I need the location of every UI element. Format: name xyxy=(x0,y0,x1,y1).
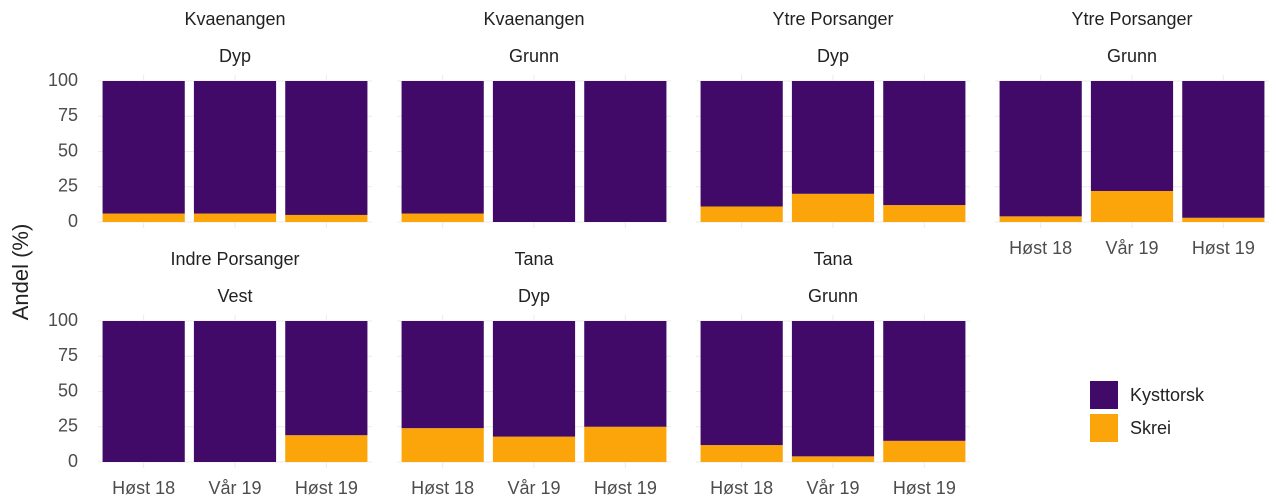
strip-label: Grunn xyxy=(808,286,858,306)
y-tick-label: 0 xyxy=(68,211,78,231)
bar-segment xyxy=(102,213,185,222)
x-tick-label: Vår 19 xyxy=(1105,238,1158,258)
bar-segment xyxy=(883,205,966,222)
strip-label: Dyp xyxy=(518,286,550,306)
x-tick-label: Høst 18 xyxy=(411,478,474,498)
strip-label: Grunn xyxy=(1107,46,1157,66)
legend-label: Kysttorsk xyxy=(1130,385,1205,405)
bar-segment xyxy=(1090,81,1174,191)
strip-label: Tana xyxy=(813,249,853,269)
x-tick-label: Høst 18 xyxy=(710,478,773,498)
x-tick-label: Vår 19 xyxy=(507,478,560,498)
strip-label: Dyp xyxy=(817,46,849,66)
legend-key xyxy=(1090,414,1118,442)
strip-label: Dyp xyxy=(219,46,251,66)
x-tick-label: Høst 19 xyxy=(1192,238,1255,258)
bar-segment xyxy=(883,440,966,462)
strip-label: Vest xyxy=(217,286,252,306)
bar-segment xyxy=(401,213,484,222)
y-tick-label: 75 xyxy=(58,345,78,365)
x-tick-label: Høst 19 xyxy=(295,478,358,498)
bar-segment xyxy=(193,213,277,222)
bar-segment xyxy=(102,321,185,462)
bar-segment xyxy=(791,321,875,457)
y-tick-label: 75 xyxy=(58,105,78,125)
strip-label: Kvaenangen xyxy=(184,9,285,29)
bar-segment xyxy=(584,321,667,427)
bar-segment xyxy=(492,321,576,437)
x-tick-label: Høst 19 xyxy=(893,478,956,498)
bar-segment xyxy=(999,216,1082,222)
x-tick-label: Høst 19 xyxy=(594,478,657,498)
bar-segment xyxy=(584,81,667,222)
bar-segment xyxy=(584,426,667,462)
bar-segment xyxy=(1182,81,1265,218)
y-tick-label: 25 xyxy=(58,176,78,196)
bar-segment xyxy=(791,193,875,222)
bar-segment xyxy=(700,206,783,222)
bar-segment xyxy=(700,81,783,207)
bar-segment xyxy=(401,81,484,214)
bar-segment xyxy=(401,321,484,429)
bar-segment xyxy=(492,81,576,222)
bar-segment xyxy=(285,214,368,222)
bar-segment xyxy=(883,81,966,206)
y-tick-label: 50 xyxy=(58,380,78,400)
strip-label: Grunn xyxy=(509,46,559,66)
bar-segment xyxy=(193,81,277,214)
bar-segment xyxy=(285,321,368,436)
bar-segment xyxy=(999,81,1082,217)
bar-segment xyxy=(883,321,966,441)
bar-segment xyxy=(1090,190,1174,222)
strip-label: Ytre Porsanger xyxy=(772,9,893,29)
y-tick-label: 100 xyxy=(48,70,78,90)
y-tick-label: 0 xyxy=(68,451,78,471)
legend-label: Skrei xyxy=(1130,418,1171,438)
y-tick-label: 50 xyxy=(58,140,78,160)
x-tick-label: Høst 18 xyxy=(1009,238,1072,258)
bar-segment xyxy=(791,456,875,462)
bar-segment xyxy=(700,321,783,446)
strip-label: Indre Porsanger xyxy=(170,249,299,269)
strip-label: Tana xyxy=(514,249,554,269)
bar-segment xyxy=(700,445,783,462)
y-axis-label: Andel (%) xyxy=(8,224,33,321)
x-tick-label: Høst 18 xyxy=(112,478,175,498)
y-tick-label: 100 xyxy=(48,310,78,330)
bar-segment xyxy=(102,81,185,214)
strip-label: Kvaenangen xyxy=(483,9,584,29)
bar-segment xyxy=(401,428,484,462)
strip-label: Ytre Porsanger xyxy=(1071,9,1192,29)
legend-key xyxy=(1090,381,1118,409)
bar-segment xyxy=(1182,217,1265,222)
bar-segment xyxy=(193,321,277,462)
x-tick-label: Vår 19 xyxy=(806,478,859,498)
bar-segment xyxy=(285,81,368,215)
bar-segment xyxy=(285,435,368,462)
y-tick-label: 25 xyxy=(58,416,78,436)
bar-segment xyxy=(492,436,576,462)
bar-segment xyxy=(791,81,875,194)
x-tick-label: Vår 19 xyxy=(208,478,261,498)
